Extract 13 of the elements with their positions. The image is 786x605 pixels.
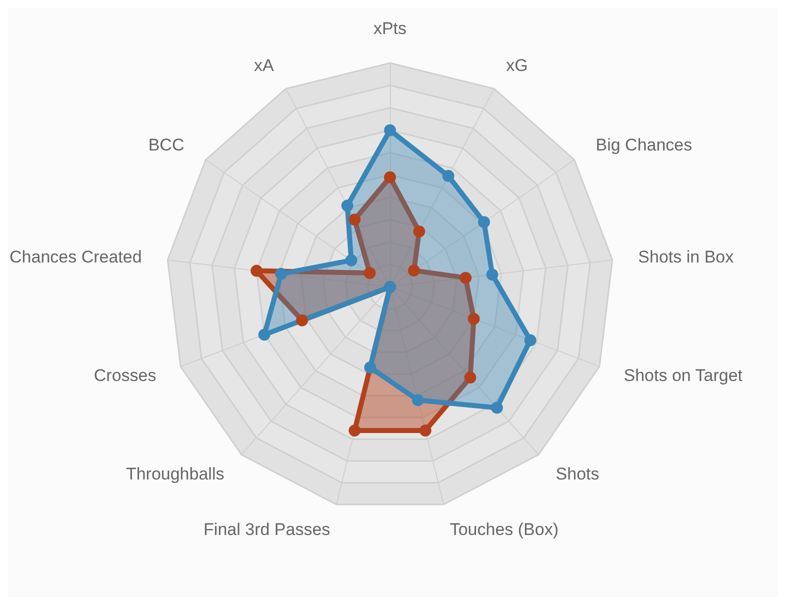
spoke-label: Shots <box>556 464 600 484</box>
spoke-label: Shots in Box <box>638 247 734 266</box>
spoke-label: Final 3rd Passes <box>204 520 330 540</box>
spoke-label: BCC <box>148 135 184 154</box>
spoke-label: Touches (Box) <box>450 520 558 540</box>
spoke-label: Throughballs <box>126 464 224 484</box>
spoke-label: xA <box>254 56 274 76</box>
spoke-label: Crosses <box>94 366 156 386</box>
spoke-label: xPts <box>373 19 407 38</box>
spoke-label: Big Chances <box>596 135 692 154</box>
spoke-label: Shots on Target <box>624 366 743 386</box>
spoke-label: xG <box>506 56 528 76</box>
spoke-label: Chances Created <box>10 247 142 266</box>
